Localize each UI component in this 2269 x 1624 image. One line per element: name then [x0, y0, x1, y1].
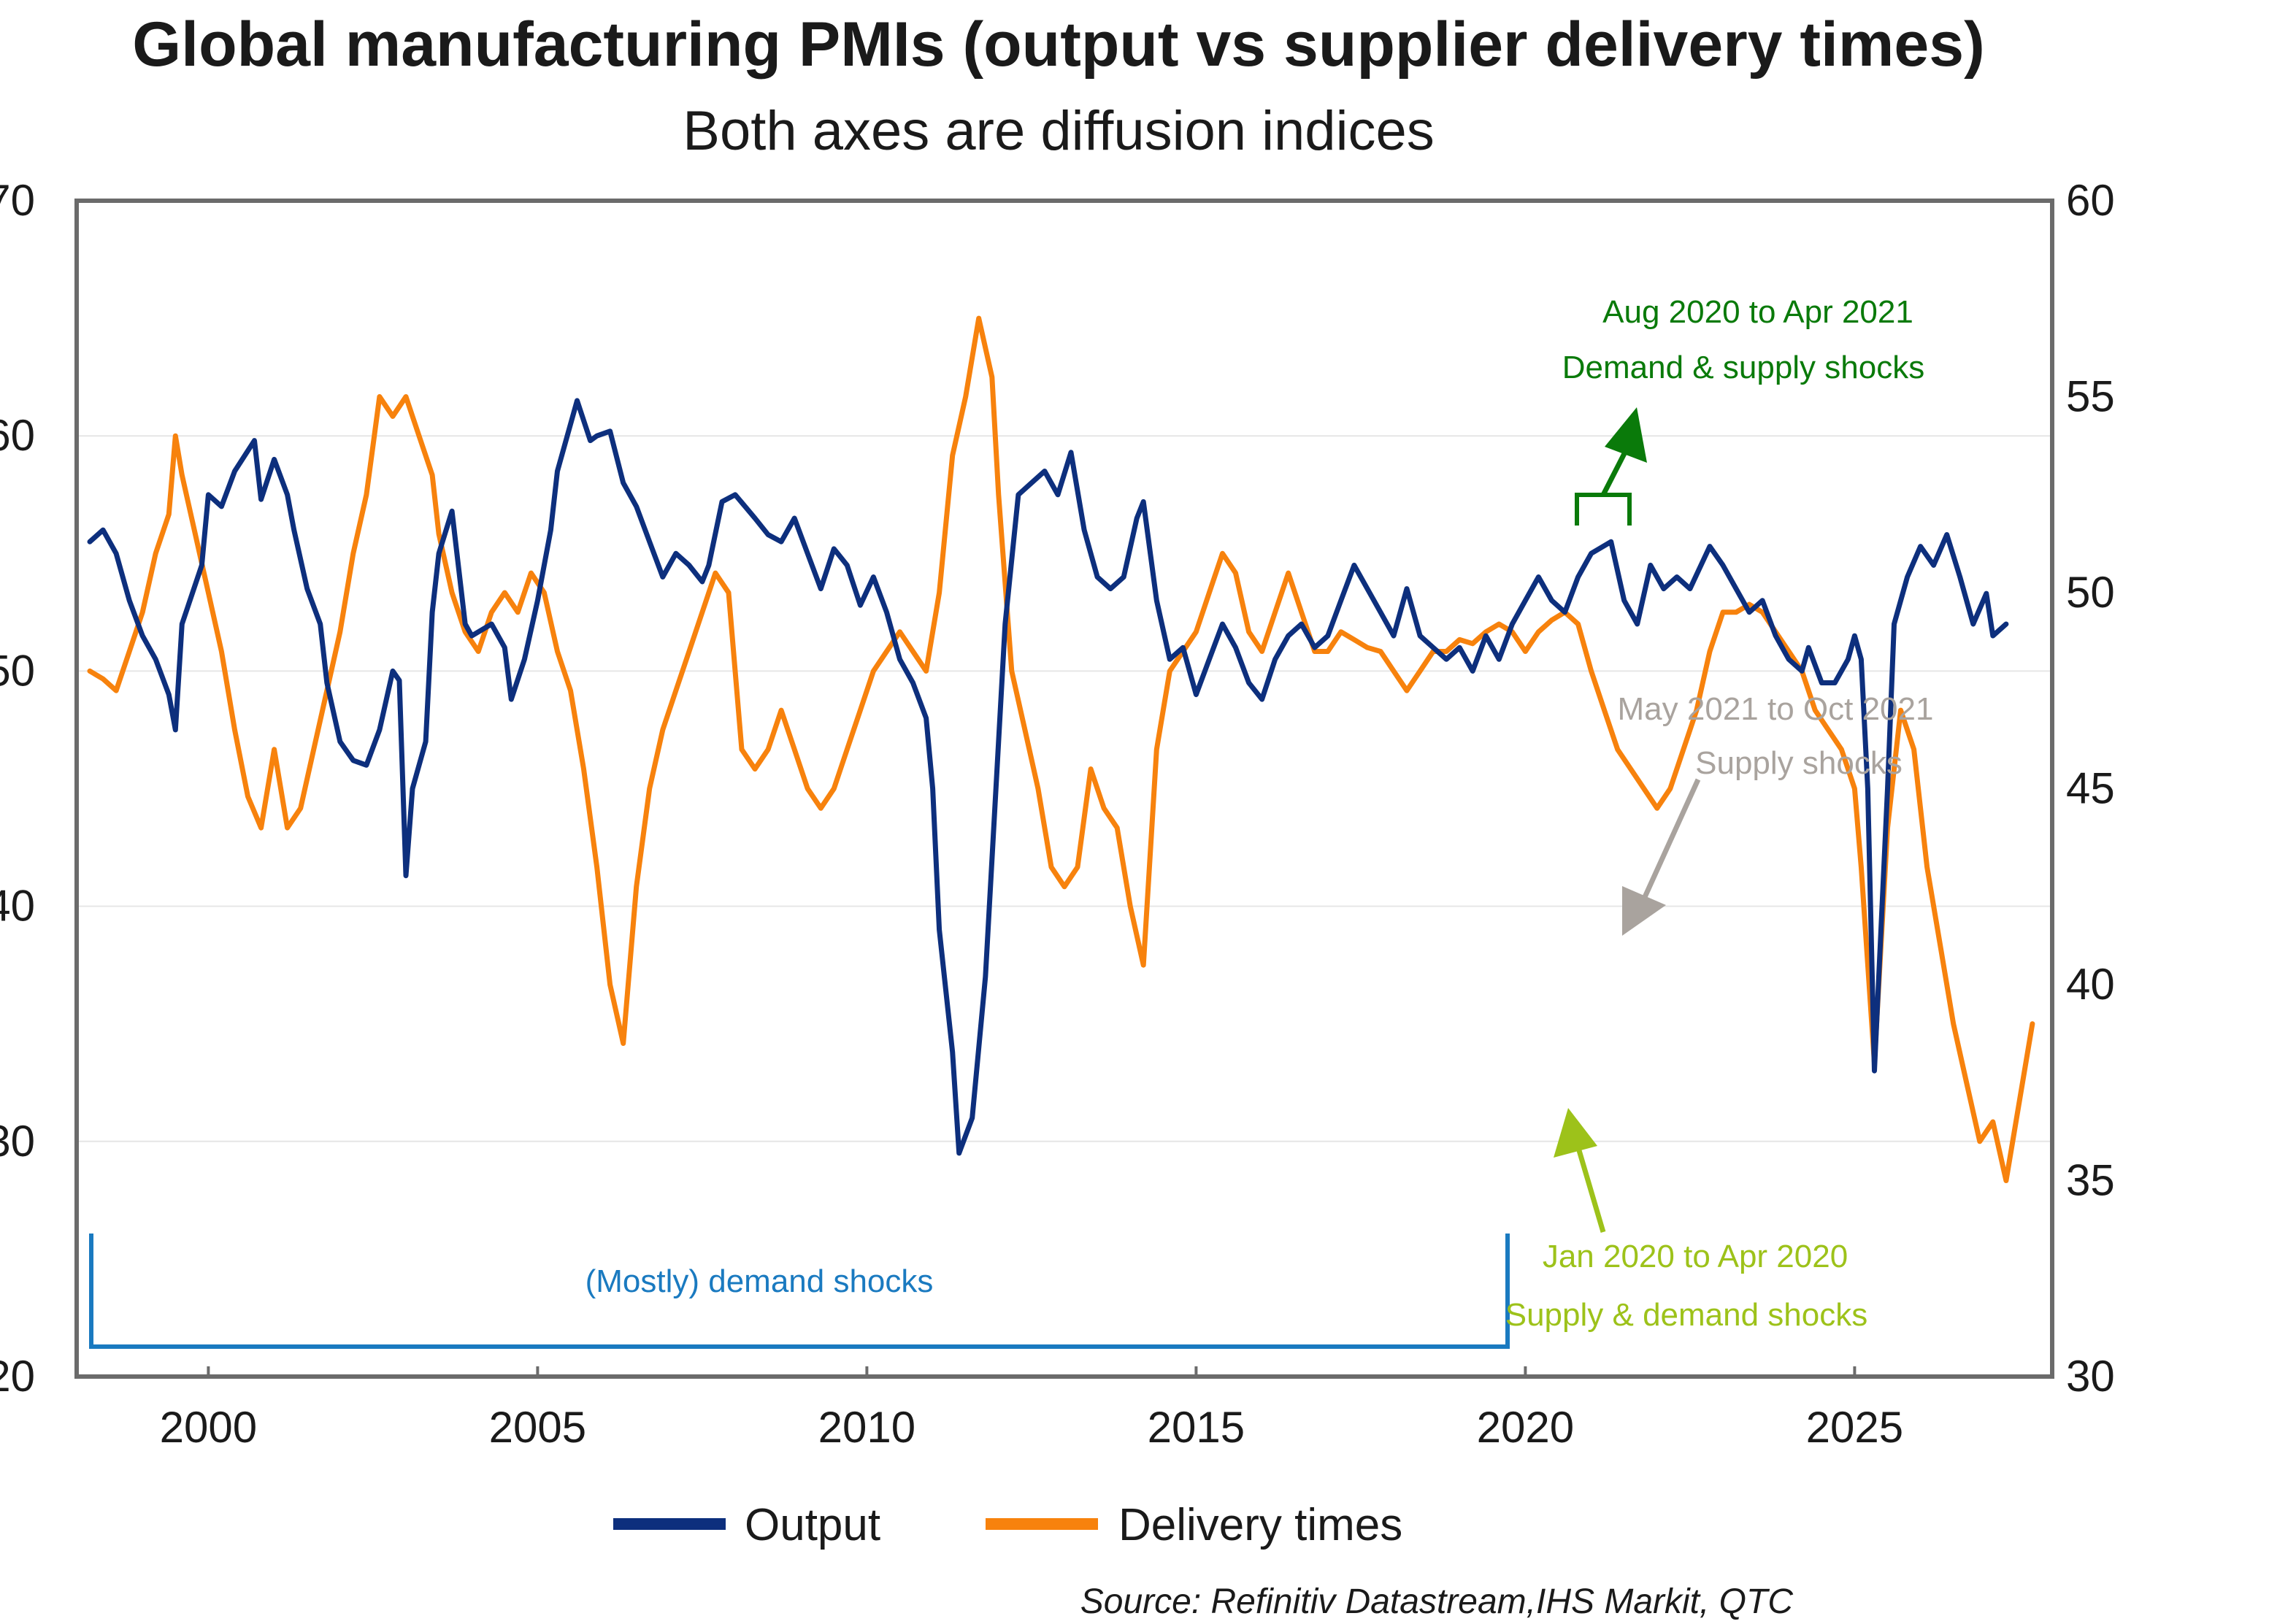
left-tick-label: 50 — [0, 646, 35, 695]
legend-label-delivery: Delivery times — [1118, 1500, 1402, 1550]
series-line-delivery-times — [87, 315, 2035, 1183]
legend-label-output: Output — [745, 1500, 880, 1550]
annotation-may2021-date: May 2021 to Oct 2021 — [1618, 691, 1934, 727]
x-tick-label: 2005 — [489, 1403, 586, 1452]
legend: Output Delivery times — [613, 1500, 1402, 1550]
series-layer — [87, 315, 2035, 1183]
left-tick-label: 60 — [0, 411, 35, 460]
right-axis: 30 35 40 45 50 55 60 — [2066, 176, 2115, 1401]
left-tick-label: 70 — [0, 176, 35, 225]
right-tick-label: 35 — [2066, 1156, 2115, 1205]
grey-arrow-head — [1622, 886, 1666, 936]
annotation-may2021-label: Supply shocks — [1695, 745, 1903, 781]
right-tick-label: 40 — [2066, 960, 2115, 1009]
annotation-jan2020-date: Jan 2020 to Apr 2020 — [1543, 1239, 1848, 1274]
annotation-jan2020-label: Supply & demand shocks — [1505, 1297, 1868, 1333]
lime-arrow-head — [1554, 1108, 1597, 1158]
gridlines — [77, 435, 2052, 1142]
right-tick-label: 55 — [2066, 372, 2115, 421]
left-tick-label: 20 — [0, 1352, 35, 1401]
demand-shocks-bracket — [89, 1234, 1510, 1349]
x-tick-label: 2000 — [160, 1403, 257, 1452]
annotation-demand-shocks: (Mostly) demand shocks — [586, 1263, 934, 1299]
x-tick-label: 2020 — [1477, 1403, 1574, 1452]
right-tick-label: 60 — [2066, 176, 2115, 225]
lime-arrow-shaft — [1574, 1142, 1606, 1233]
chart-title: Global manufacturing PMIs (output vs sup… — [132, 9, 1984, 80]
right-tick-label: 30 — [2066, 1352, 2115, 1401]
annotation-aug2020-label: Demand & supply shocks — [1562, 350, 1924, 385]
green-arrow-head — [1605, 407, 1647, 463]
source-note: Source: Refinitiv Datastream,IHS Markit,… — [1080, 1582, 1794, 1621]
x-tick-label: 2010 — [818, 1403, 915, 1452]
right-tick-label: 50 — [2066, 568, 2115, 617]
left-axis: 20 30 40 50 60 70 — [0, 176, 35, 1401]
x-tick-label: 2025 — [1806, 1403, 1903, 1452]
x-tick-label: 2015 — [1148, 1403, 1245, 1452]
plot-frame — [74, 199, 2054, 1379]
annotation-aug2020-date: Aug 2020 to Apr 2021 — [1602, 294, 1913, 330]
left-tick-label: 40 — [0, 882, 35, 931]
series-line-output — [87, 398, 2009, 1156]
left-tick-label: 30 — [0, 1117, 35, 1166]
x-axis: 2000 2005 2010 2015 2020 2025 — [160, 1366, 1903, 1452]
grey-arrow-shaft — [1638, 778, 1701, 907]
green-bracket — [1575, 493, 1632, 526]
chart-subtitle: Both axes are diffusion indices — [683, 100, 1434, 162]
right-tick-label: 45 — [2066, 764, 2115, 813]
